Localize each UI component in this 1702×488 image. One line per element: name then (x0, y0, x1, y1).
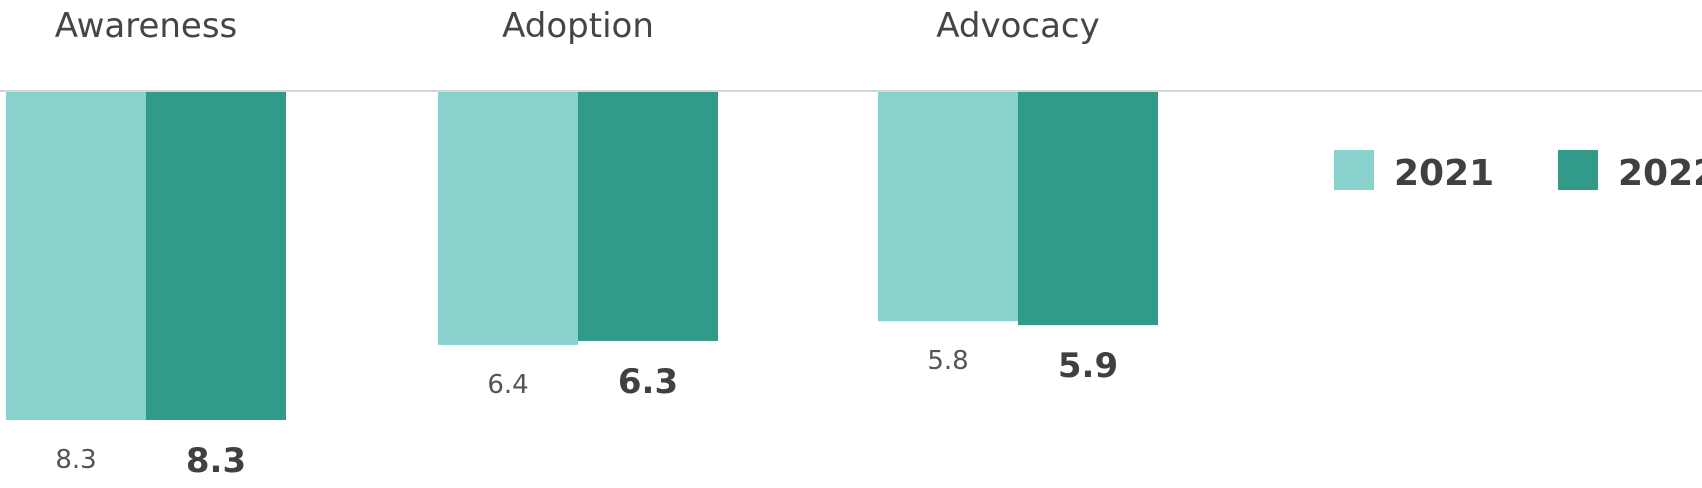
bar-adoption-2022 (578, 92, 718, 341)
data-label-adoption-2022: 6.3 (618, 362, 678, 402)
data-label-awareness-2022: 8.3 (186, 441, 246, 481)
data-label-awareness-2021: 8.3 (55, 445, 96, 475)
bar-advocacy-2022 (1018, 92, 1158, 326)
category-label-advocacy: Advocacy (936, 6, 1100, 46)
legend-swatch-2021 (1334, 150, 1374, 190)
bar-advocacy-2021 (878, 92, 1018, 322)
bar-awareness-2022 (146, 92, 286, 420)
category-label-awareness: Awareness (55, 6, 238, 46)
legend-label-2022: 2022 (1618, 153, 1702, 194)
data-label-advocacy-2022: 5.9 (1058, 346, 1118, 386)
data-label-advocacy-2021: 5.8 (927, 346, 968, 376)
legend-label-2021: 2021 (1394, 153, 1494, 194)
category-label-adoption: Adoption (502, 6, 654, 46)
legend-swatch-2022 (1558, 150, 1598, 190)
bar-adoption-2021 (438, 92, 578, 345)
bar-awareness-2021 (6, 92, 146, 420)
data-label-adoption-2021: 6.4 (487, 370, 528, 400)
